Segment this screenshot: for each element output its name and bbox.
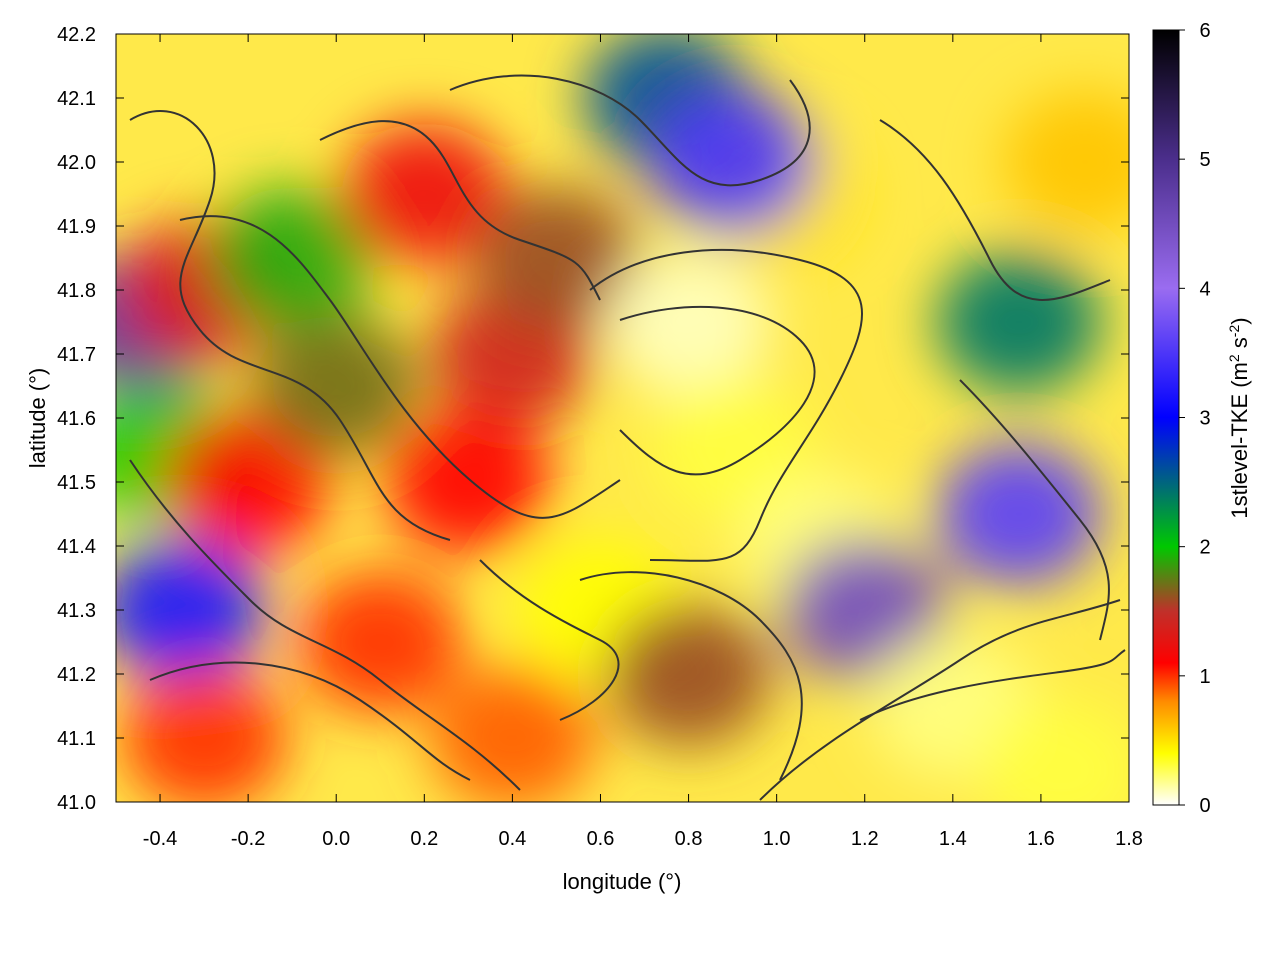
y-tick-label: 42.0 <box>57 152 96 174</box>
tke-cell <box>1002 90 1129 234</box>
colorbar-gradient <box>1152 29 1180 806</box>
tke-cell <box>936 250 1102 394</box>
tke-cell <box>782 538 948 682</box>
y-tick-label: 41.7 <box>57 344 96 366</box>
tke-cell <box>980 698 1129 802</box>
y-axis-label: latitude (°) <box>25 368 50 469</box>
x-tick-label: 1.0 <box>763 828 791 850</box>
tke-cell <box>253 314 419 458</box>
tke-cell <box>650 378 816 522</box>
x-tick-label: -0.2 <box>231 828 265 850</box>
plot-area <box>116 34 1129 802</box>
contour-line <box>579 571 803 781</box>
y-tick-label: 41.8 <box>57 280 96 302</box>
y-tick-label: 42.1 <box>57 88 96 110</box>
y-tick-label: 41.1 <box>57 728 96 750</box>
y-tick-label: 41.6 <box>57 408 96 430</box>
x-tick-label: -0.4 <box>143 828 177 850</box>
colorbar-tick-label: 3 <box>1199 408 1210 430</box>
contour-line <box>479 559 620 721</box>
contour-line <box>759 599 1121 801</box>
tke-cell <box>650 90 816 234</box>
colorbar-tick-label: 6 <box>1199 20 1210 42</box>
y-tick-label: 41.4 <box>57 536 96 558</box>
contour-line <box>879 119 1111 301</box>
x-tick-label: 0.2 <box>410 828 438 850</box>
tke-field <box>116 34 1129 802</box>
x-axis-label: longitude (°) <box>563 869 682 894</box>
x-axis: -0.4 -0.2 0.0 0.2 0.4 0.6 0.8 1.0 1.2 1.4 1.6 1.8 <box>143 34 1143 850</box>
contour-line <box>319 120 601 301</box>
x-tick-label: 0.0 <box>322 828 350 850</box>
x-tick-label: 1.2 <box>851 828 879 850</box>
y-tick-label: 41.3 <box>57 600 96 622</box>
x-tick-label: 1.6 <box>1027 828 1055 850</box>
contour-line <box>619 305 816 476</box>
y-tick-label: 41.9 <box>57 216 96 238</box>
y-tick-label: 42.2 <box>57 24 96 46</box>
colorbar-tick-label: 5 <box>1199 149 1210 171</box>
x-tick-label: 0.6 <box>587 828 615 850</box>
terrain-contours <box>129 74 1126 801</box>
colorbar-tick-label: 0 <box>1199 795 1210 817</box>
contour-line <box>149 661 471 781</box>
contour-line <box>129 110 451 541</box>
tke-cell <box>936 442 1102 586</box>
contour-line <box>959 379 1110 641</box>
colorbar: 0 1 2 3 4 5 6 1stlevel-TKE (m2 s-2) <box>1152 20 1252 817</box>
contour-line <box>179 215 621 519</box>
tke-cell <box>165 410 331 554</box>
contour-line <box>859 649 1126 721</box>
tke-cell <box>429 666 595 802</box>
y-tick-label: 41.5 <box>57 472 96 494</box>
x-tick-label: 0.8 <box>675 828 703 850</box>
y-tick-label: 41.2 <box>57 664 96 686</box>
tke-cell <box>605 250 772 394</box>
contour-line <box>589 249 864 562</box>
contour-line <box>449 74 811 187</box>
tke-cell <box>385 410 551 554</box>
tke-cell <box>121 666 287 802</box>
tke-cell <box>209 186 375 330</box>
tke-cell <box>605 602 772 746</box>
colorbar-tick-label: 2 <box>1199 537 1210 559</box>
contour-line <box>129 459 521 791</box>
colorbar-label: 1stlevel-TKE (m2 s-2) <box>1226 317 1252 518</box>
y-axis: 41.0 41.1 41.2 41.3 41.4 41.5 41.6 41.7 41.8 41.9… <box>57 24 1129 814</box>
colorbar-ticks: 0 1 2 3 4 5 6 <box>1179 20 1211 817</box>
y-tick-label: 41.0 <box>57 792 96 814</box>
tke-cell <box>116 538 265 682</box>
x-tick-label: 1.4 <box>939 828 967 850</box>
x-tick-label: 1.8 <box>1115 828 1143 850</box>
colorbar-tick-label: 4 <box>1199 278 1210 300</box>
tke-cell <box>341 122 507 266</box>
tke-cell <box>297 570 463 714</box>
colorbar-tick-label: 1 <box>1199 666 1210 688</box>
x-tick-label: 0.4 <box>498 828 526 850</box>
